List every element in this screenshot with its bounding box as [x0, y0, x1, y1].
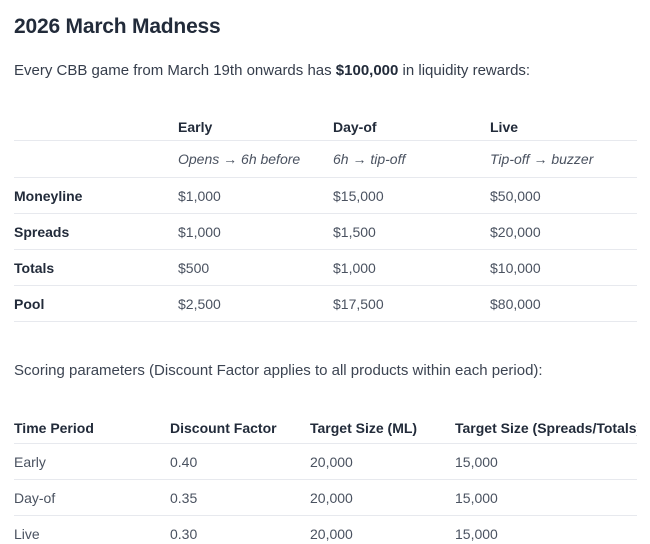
row-label: Totals	[14, 249, 178, 286]
rewards-subheader-early: Opens → 6h before	[178, 140, 333, 178]
cell-value: 20,000	[310, 479, 455, 516]
cell-value: $500	[178, 249, 333, 286]
rewards-header-live: Live	[490, 112, 637, 141]
cell-value: $20,000	[490, 213, 637, 250]
cell-value: $1,000	[178, 213, 333, 250]
scoring-header-target-size-spreads-totals: Target Size (Spreads/Totals)	[455, 412, 637, 444]
cell-value: 15,000	[455, 443, 637, 480]
row-label: Moneyline	[14, 177, 178, 214]
row-label: Spreads	[14, 213, 178, 250]
rewards-header-early: Early	[178, 112, 333, 141]
row-label: Live	[14, 515, 170, 544]
table-row-pool: Pool $2,500 $17,500 $80,000	[14, 285, 637, 322]
table-row-live: Live 0.30 20,000 15,000	[14, 515, 637, 544]
cell-value: 15,000	[455, 515, 637, 544]
scoring-header-target-size-ml: Target Size (ML)	[310, 412, 455, 444]
table-row-spreads: Spreads $1,000 $1,500 $20,000	[14, 213, 637, 250]
rewards-header-empty	[14, 112, 178, 141]
cell-value: 20,000	[310, 443, 455, 480]
cell-value: 0.35	[170, 479, 310, 516]
cell-value: $50,000	[490, 177, 637, 214]
rewards-header-day-of: Day-of	[333, 112, 490, 141]
cell-value: 0.30	[170, 515, 310, 544]
cell-value: 0.40	[170, 443, 310, 480]
rewards-subheader-live: Tip-off → buzzer	[490, 140, 637, 178]
intro-highlight-amount: $100,000	[335, 62, 399, 79]
cell-value: 15,000	[455, 479, 637, 516]
rewards-subheader-row: Opens → 6h before 6h → tip-off Tip-off →…	[14, 140, 637, 178]
scoring-header-discount-factor: Discount Factor	[170, 412, 310, 444]
rewards-header-row: Early Day-of Live	[14, 112, 637, 141]
table-row-early: Early 0.40 20,000 15,000	[14, 443, 637, 480]
rewards-subheader-day-of: 6h → tip-off	[333, 140, 490, 178]
cell-value: $1,000	[333, 249, 490, 286]
scoring-note: Scoring parameters (Discount Factor appl…	[14, 362, 543, 379]
cell-value: $15,000	[333, 177, 490, 214]
row-label: Early	[14, 443, 170, 480]
table-row-moneyline: Moneyline $1,000 $15,000 $50,000	[14, 177, 637, 214]
intro-text-prefix: Every CBB game from March 19th onwards h…	[14, 62, 336, 79]
cell-value: $1,500	[333, 213, 490, 250]
table-row-totals: Totals $500 $1,000 $10,000	[14, 249, 637, 286]
cell-value: $17,500	[333, 285, 490, 322]
document-page: 2026 March Madness Every CBB game from M…	[0, 14, 650, 544]
row-label: Day-of	[14, 479, 170, 516]
rewards-table: Early Day-of Live Opens → 6h before 6h →…	[14, 112, 637, 322]
intro-text-suffix: in liquidity rewards:	[398, 62, 531, 79]
scoring-header-time-period: Time Period	[14, 412, 170, 444]
intro-paragraph: Every CBB game from March 19th onwards h…	[14, 62, 637, 80]
table-row-day-of: Day-of 0.35 20,000 15,000	[14, 479, 637, 516]
cell-value: $80,000	[490, 285, 637, 322]
cell-value: 20,000	[310, 515, 455, 544]
scoring-table: Time Period Discount Factor Target Size …	[14, 412, 637, 544]
rewards-subheader-empty	[14, 140, 178, 178]
cell-value: $1,000	[178, 177, 333, 214]
scoring-header-row: Time Period Discount Factor Target Size …	[14, 412, 637, 444]
cell-value: $10,000	[490, 249, 637, 286]
page-title: 2026 March Madness	[14, 15, 221, 38]
cell-value: $2,500	[178, 285, 333, 322]
row-label: Pool	[14, 285, 178, 322]
